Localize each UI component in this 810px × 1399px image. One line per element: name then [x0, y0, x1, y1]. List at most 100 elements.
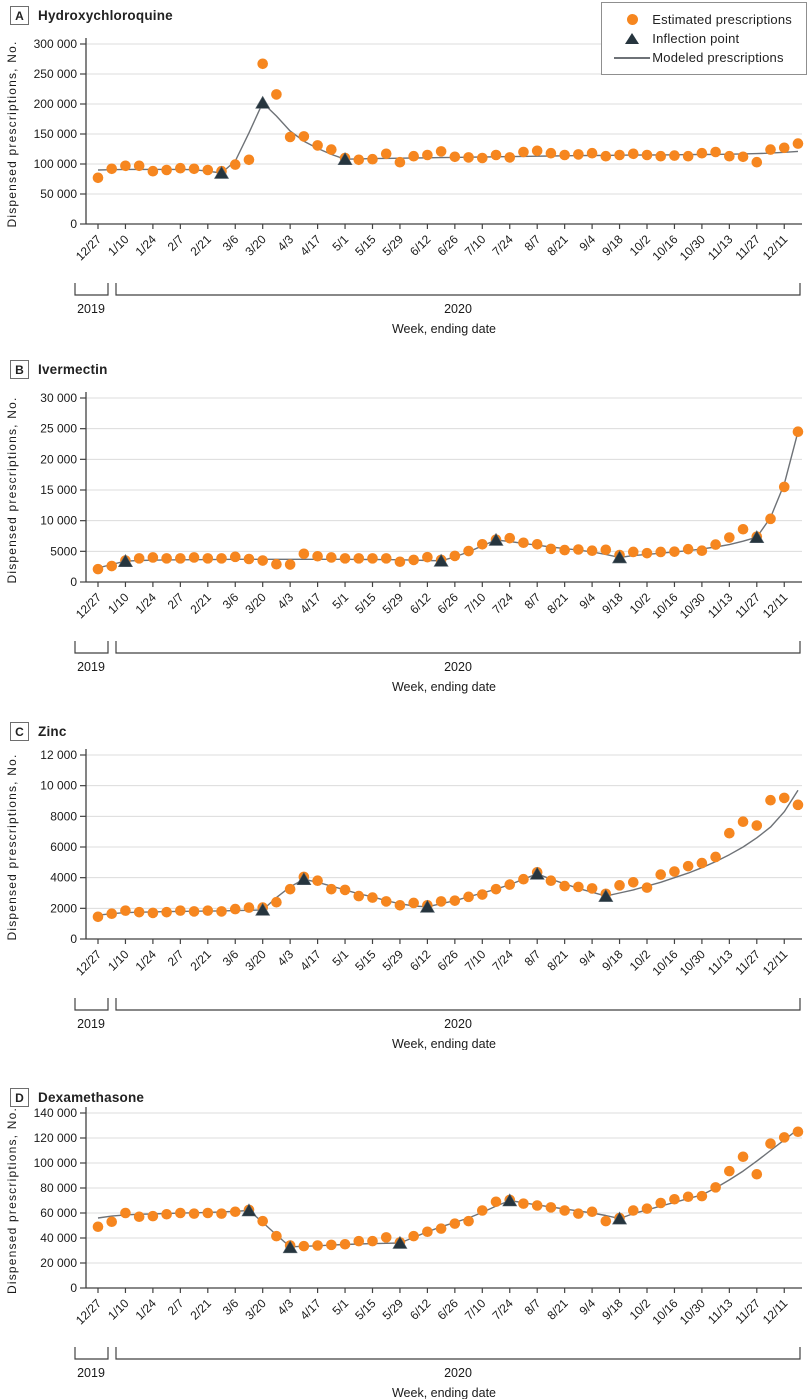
estimated-point — [353, 1235, 365, 1247]
legend-label-estimated: Estimated prescriptions — [652, 12, 792, 27]
estimated-point — [504, 532, 516, 544]
estimated-point — [778, 1132, 790, 1143]
y-tick-label: 140 000 — [34, 1106, 78, 1120]
estimated-point — [463, 152, 474, 163]
inflection-marker — [282, 1240, 298, 1254]
estimated-point — [710, 851, 721, 863]
estimated-point — [202, 1207, 214, 1219]
estimated-point — [682, 150, 694, 162]
estimated-point — [188, 1208, 200, 1219]
estimated-point — [284, 559, 296, 570]
x-tick-label: 2/21 — [188, 232, 215, 259]
y-tick-label: 80 000 — [40, 1181, 77, 1195]
estimated-point — [696, 147, 708, 159]
estimated-point — [312, 875, 323, 887]
estimated-point — [106, 163, 118, 175]
estimated-point — [449, 151, 461, 163]
x-tick-label: 7/10 — [462, 947, 489, 974]
estimated-point — [710, 1182, 721, 1193]
x-tick-label: 1/10 — [105, 590, 132, 617]
estimated-point — [655, 150, 667, 162]
x-tick-label: 2/21 — [188, 1296, 215, 1323]
panel-c-title: Zinc — [38, 724, 67, 739]
estimated-point — [627, 876, 639, 888]
estimated-point — [175, 905, 186, 916]
y-tick-label: 12 000 — [40, 748, 77, 762]
estimated-point — [161, 1208, 172, 1220]
inflection-marker — [337, 152, 353, 165]
panel-ivermectin: B Ivermectin 0 5000 10 000 15 000 20 000 25 0… — [0, 352, 810, 698]
estimated-point — [408, 897, 419, 909]
estimated-point — [792, 138, 804, 149]
y-tick-label: 0 — [70, 217, 77, 231]
x-tick-label: 4/3 — [275, 947, 297, 969]
x-tick-label: 12/11 — [760, 947, 791, 978]
estimated-point — [408, 554, 419, 566]
x-tick-label: 3/20 — [242, 232, 269, 259]
x-tick-label: 8/21 — [544, 1296, 571, 1323]
panel-c-letter: C — [10, 722, 29, 741]
estimated-point — [394, 556, 406, 568]
estimated-point — [490, 149, 502, 161]
estimated-point — [655, 546, 667, 558]
estimated-point — [92, 172, 104, 184]
estimated-point — [600, 150, 612, 162]
estimated-point — [326, 144, 337, 155]
x-tick-label: 4/17 — [297, 1296, 324, 1323]
estimated-point — [120, 160, 131, 172]
estimated-point — [518, 873, 529, 885]
y-tick-label: 6000 — [50, 840, 77, 854]
estimated-point — [353, 553, 365, 564]
x-tick-label: 6/26 — [435, 1296, 462, 1323]
inflection-marker — [214, 165, 230, 179]
modeled-line — [97, 1128, 799, 1248]
estimated-point — [161, 164, 172, 176]
x-tick-label: 5/1 — [329, 232, 351, 254]
inflection-marker — [255, 95, 271, 109]
estimated-point — [627, 546, 639, 558]
estimated-point — [435, 146, 447, 157]
estimated-point — [202, 164, 214, 176]
estimated-point — [147, 165, 159, 177]
x-tick-label: 2/21 — [188, 590, 215, 617]
modeled-line — [97, 431, 799, 569]
x-tick-label: 10/30 — [677, 947, 708, 978]
x-tick-label: 5/1 — [329, 1296, 351, 1318]
estimated-point — [737, 523, 749, 535]
x-tick-label: 9/4 — [577, 232, 599, 254]
estimated-point — [682, 860, 694, 872]
estimated-point — [518, 146, 529, 158]
estimated-point — [682, 1191, 694, 1203]
inflection-marker — [117, 554, 133, 567]
x-tick-label: 6/12 — [407, 1296, 434, 1323]
estimated-point — [751, 1168, 763, 1180]
y-tick-label: 20 000 — [40, 1256, 77, 1270]
x-axis-title: Week, ending date — [392, 322, 496, 336]
x-tick-label: 6/26 — [435, 590, 462, 617]
y-tick-label: 8000 — [50, 809, 77, 823]
estimated-point — [380, 896, 392, 907]
estimated-point — [202, 905, 214, 916]
estimated-point — [92, 911, 104, 923]
estimated-point — [641, 882, 653, 893]
estimated-point — [257, 58, 269, 70]
line-icon — [612, 56, 652, 59]
estimated-point — [586, 883, 598, 894]
estimated-point — [353, 890, 365, 902]
x-tick-label: 6/12 — [407, 590, 434, 617]
estimated-point — [586, 545, 598, 557]
estimated-point — [504, 879, 516, 890]
estimated-point — [586, 147, 598, 159]
estimated-point — [449, 550, 461, 562]
y-tick-label: 4000 — [50, 871, 77, 885]
estimated-point — [463, 891, 474, 903]
y-tick-label: 60 000 — [40, 1206, 77, 1220]
y-tick-label: 150 000 — [34, 127, 78, 141]
estimated-point — [284, 131, 296, 143]
estimated-point — [641, 149, 653, 161]
year-bracket-2019 — [74, 641, 109, 654]
year-label-2020: 2020 — [444, 660, 472, 674]
estimated-point — [490, 883, 502, 895]
y-tick-label: 300 000 — [34, 37, 78, 51]
inflection-marker — [392, 1235, 408, 1249]
